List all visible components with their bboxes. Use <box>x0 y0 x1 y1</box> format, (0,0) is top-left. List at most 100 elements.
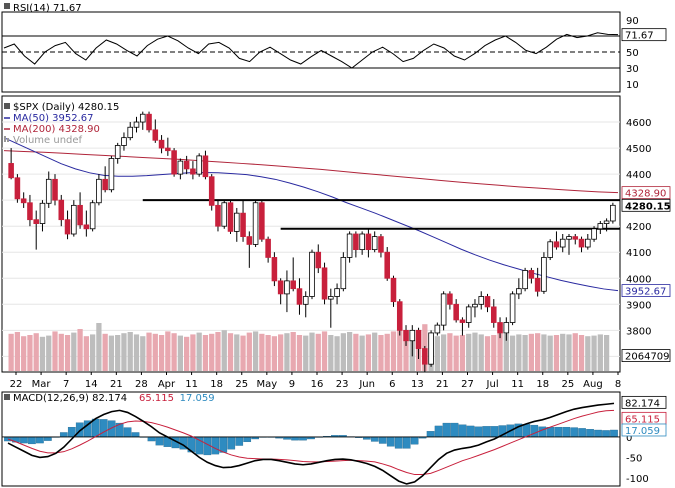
price-label-box <box>621 284 671 297</box>
candle-body <box>465 306 472 323</box>
volume-bar <box>440 334 447 371</box>
x-axis-tick-label: 6 <box>389 379 395 390</box>
macd-histogram-bar <box>490 426 499 438</box>
candle-body <box>8 163 14 179</box>
macd-histogram-bar <box>410 436 419 445</box>
macd-histogram-bar <box>195 436 204 455</box>
candle-body <box>108 158 115 191</box>
volume-bar <box>64 335 71 371</box>
volume-bar <box>585 336 591 371</box>
volume-bar <box>472 332 478 371</box>
x-axis-tick-label: 16 <box>311 379 324 390</box>
rsi-last-value-box <box>621 28 667 42</box>
price-label-box <box>621 198 671 212</box>
candle-body <box>321 267 328 300</box>
macd-histogram-bar <box>378 436 387 444</box>
candle-body <box>566 236 572 240</box>
candle-body <box>490 306 497 323</box>
price-legend-entry: $SPX (Daily) 4280.15 <box>13 102 119 113</box>
volume-bar <box>597 334 603 371</box>
candle-body <box>127 126 134 139</box>
volume-bar <box>227 333 234 371</box>
macd-legend-entry: 17.059 <box>180 393 215 404</box>
legend-candle-icon <box>4 103 10 109</box>
volume-bar <box>321 331 328 371</box>
macd-histogram-bar <box>131 432 140 438</box>
volume-bar <box>115 335 121 371</box>
candle-body <box>183 160 190 170</box>
macd-legend-entry: MACD(12,26,9) 82.174 <box>13 393 127 404</box>
x-axis-tick-label: 11 <box>511 379 524 390</box>
volume-bar <box>39 336 46 371</box>
volume-bar <box>121 333 127 371</box>
x-axis-tick-label: 25 <box>235 379 248 390</box>
volume-bar <box>108 335 115 371</box>
volume-bar <box>190 334 196 371</box>
rsi-tick-label: 10 <box>626 80 639 91</box>
macd-legend-icon <box>4 394 10 400</box>
candle-body <box>353 233 359 251</box>
candle-body <box>415 329 422 349</box>
volume-bar <box>547 335 553 371</box>
macd-histogram-bar <box>211 436 220 455</box>
volume-bar <box>334 336 340 371</box>
x-axis-tick-label: 28 <box>135 379 148 390</box>
candle-body <box>553 241 560 248</box>
candle-body <box>271 257 278 282</box>
candle-body <box>440 293 447 326</box>
candle-body <box>139 113 146 123</box>
candle-body <box>522 270 528 290</box>
macd-histogram-bar <box>370 436 379 442</box>
macd-histogram-bar <box>394 436 403 449</box>
x-axis-tick-label: 13 <box>411 379 424 390</box>
macd-value-label: 17.059 <box>625 426 660 437</box>
candle-body <box>578 238 585 248</box>
macd-histogram-bar <box>466 425 475 438</box>
volume-bar <box>466 333 472 371</box>
candle-body <box>378 236 384 253</box>
volume-bar <box>497 333 503 371</box>
macd-histogram-bar <box>91 418 100 438</box>
candle-body <box>516 288 522 295</box>
macd-histogram-bar <box>562 426 571 438</box>
candle-body <box>290 280 296 290</box>
x-axis-tick-label: 7 <box>63 379 69 390</box>
macd-histogram-bar <box>28 436 36 445</box>
candle-body <box>503 322 510 334</box>
candle-body <box>396 301 403 331</box>
candle-body <box>221 202 228 227</box>
macd-histogram-bar <box>299 436 307 441</box>
macd-histogram-bar <box>59 432 68 438</box>
volume-bar <box>603 335 610 371</box>
volume-bar <box>259 333 265 371</box>
volume-bar <box>309 332 315 371</box>
macd-histogram-bar <box>235 436 244 446</box>
candle-body <box>478 296 485 305</box>
price-tick-label: 4000 <box>626 274 651 285</box>
candle-body <box>215 204 221 227</box>
volume-bar <box>290 332 296 371</box>
macd-histogram-bar <box>227 436 236 450</box>
candle-body <box>146 113 152 131</box>
ma50-line <box>3 137 619 292</box>
volume-bar <box>52 331 58 371</box>
candle-body <box>133 121 140 128</box>
macd-tick-label: -100 <box>626 474 649 485</box>
ma200-line <box>3 150 619 194</box>
volume-bar <box>315 333 321 371</box>
candle-body <box>390 277 397 303</box>
volume-bar <box>397 329 403 371</box>
volume-bar <box>221 330 227 371</box>
volume-bar <box>390 331 397 371</box>
candle-body <box>240 212 246 238</box>
candle-body <box>64 219 71 235</box>
price-label-box <box>621 349 671 362</box>
candle-body <box>208 176 215 206</box>
candle-body <box>309 251 315 297</box>
volume-bar <box>184 336 190 371</box>
macd-signal-line <box>7 409 615 476</box>
volume-bar <box>83 336 89 371</box>
price-tick-label: 4500 <box>626 144 651 155</box>
price-tick-label: 3900 <box>626 300 651 311</box>
